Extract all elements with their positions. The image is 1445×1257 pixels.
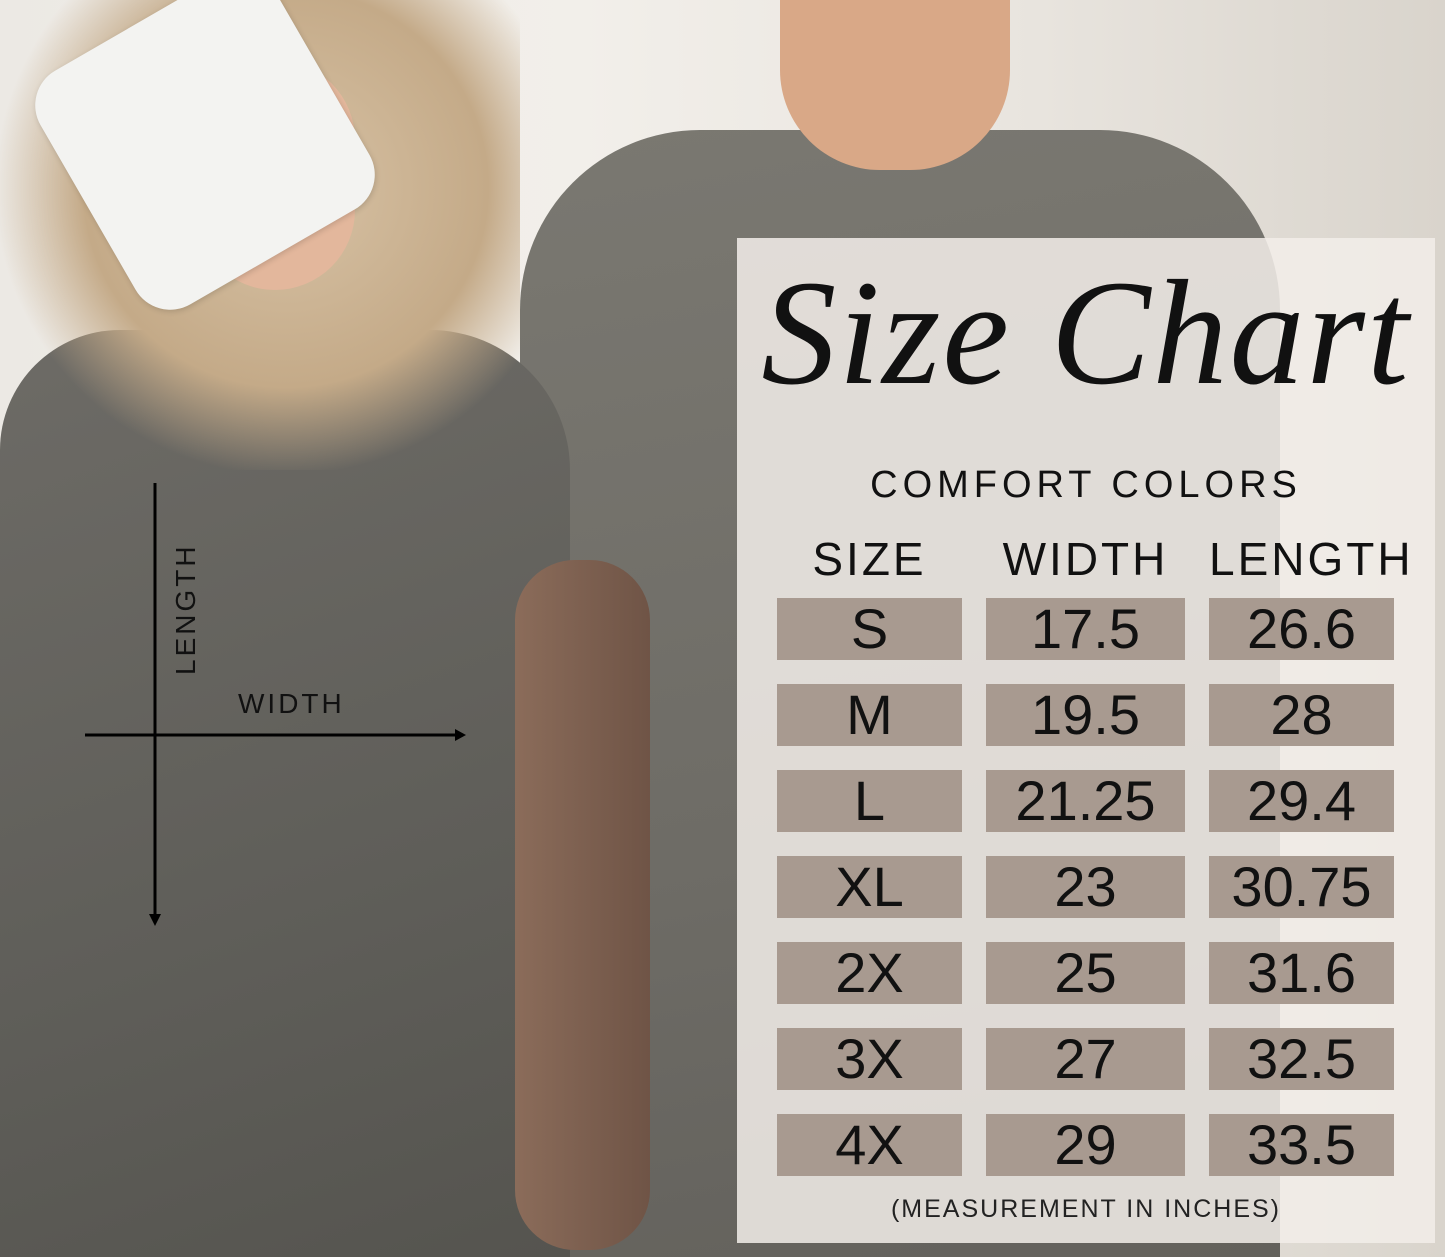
length-label: LENGTH bbox=[170, 543, 201, 675]
header-length: LENGTH bbox=[1209, 533, 1414, 585]
cell-length: 33.5 bbox=[1209, 1114, 1394, 1176]
cell-width: 27 bbox=[986, 1028, 1185, 1090]
woman-shirt bbox=[0, 330, 570, 1257]
cell-width: 23 bbox=[986, 856, 1185, 918]
cell-length: 29.4 bbox=[1209, 770, 1394, 832]
cell-length: 28 bbox=[1209, 684, 1394, 746]
cell-width: 17.5 bbox=[986, 598, 1185, 660]
tattooed-arm bbox=[515, 560, 650, 1250]
size-chart-panel: Size Chart COMFORT COLORS SIZE WIDTH LEN… bbox=[737, 238, 1435, 1243]
chart-title: Size Chart bbox=[761, 250, 1411, 416]
cell-size: L bbox=[777, 770, 962, 832]
cell-width: 21.25 bbox=[986, 770, 1185, 832]
cell-width: 19.5 bbox=[986, 684, 1185, 746]
cell-size: 3X bbox=[777, 1028, 962, 1090]
brand-name: COMFORT COLORS bbox=[870, 464, 1302, 506]
header-size: SIZE bbox=[812, 533, 927, 585]
cell-width: 25 bbox=[986, 942, 1185, 1004]
cell-size: 4X bbox=[777, 1114, 962, 1176]
header-width: WIDTH bbox=[1002, 533, 1169, 585]
cell-length: 31.6 bbox=[1209, 942, 1394, 1004]
units-note: (MEASUREMENT IN INCHES) bbox=[890, 1195, 1281, 1223]
cell-size: XL bbox=[777, 856, 962, 918]
cell-size: M bbox=[777, 684, 962, 746]
cell-length: 26.6 bbox=[1209, 598, 1394, 660]
man-neck bbox=[780, 0, 1010, 170]
width-label: WIDTH bbox=[238, 688, 345, 719]
cell-size: 2X bbox=[777, 942, 962, 1004]
cell-size: S bbox=[777, 598, 962, 660]
cell-width: 29 bbox=[986, 1114, 1185, 1176]
cell-length: 32.5 bbox=[1209, 1028, 1394, 1090]
measurement-arrows bbox=[85, 483, 466, 926]
cell-length: 30.75 bbox=[1209, 856, 1394, 918]
